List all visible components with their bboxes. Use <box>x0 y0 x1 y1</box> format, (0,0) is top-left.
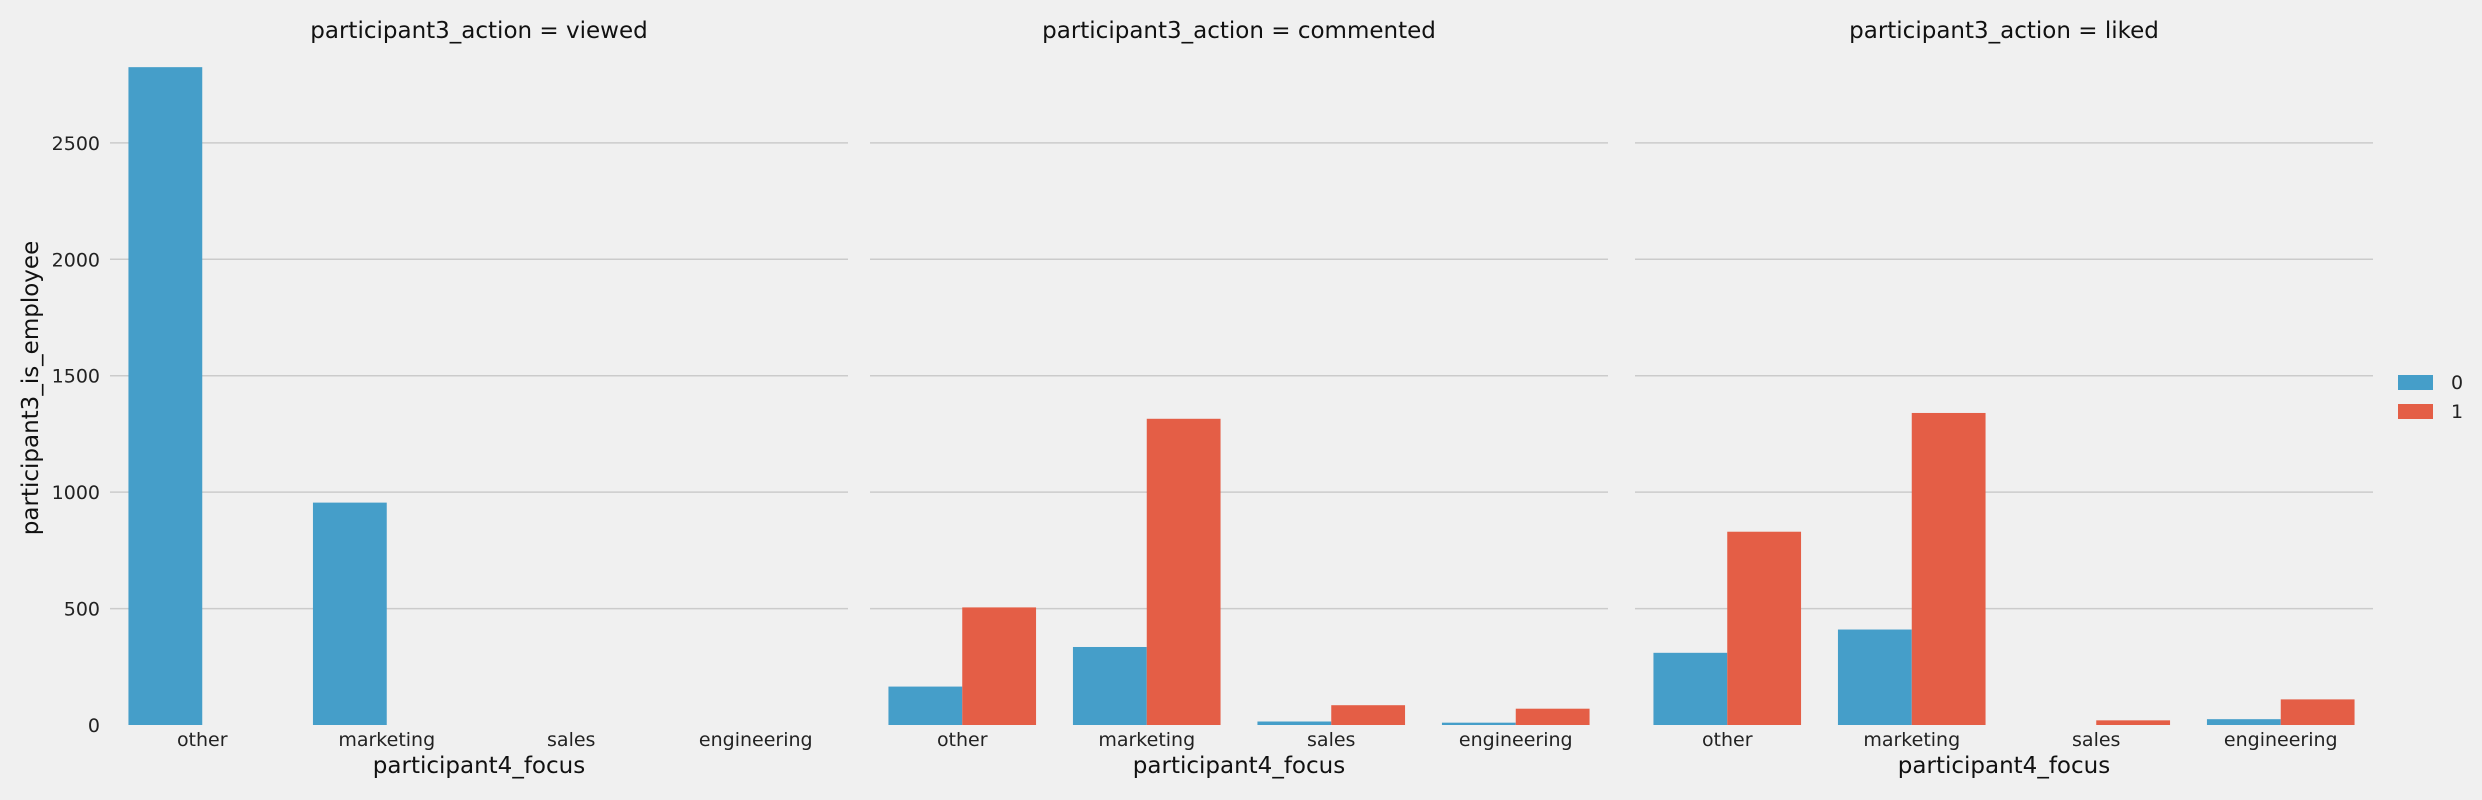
bar-marketing-series-0 <box>1837 629 1912 725</box>
bar-other-series-1 <box>1727 531 1802 725</box>
y-axis-label: participant3_is_employee <box>18 241 44 535</box>
x-tick-label: other <box>1702 729 1753 751</box>
bar-other-series-0 <box>1653 652 1728 725</box>
x-tick-label: engineering <box>699 729 813 751</box>
y-tick-label: 0 <box>88 715 100 737</box>
legend-swatch-1 <box>2398 404 2433 419</box>
legend-label-1: 1 <box>2451 401 2463 423</box>
panel-2: participant3_action = commented other mark… <box>870 18 1608 779</box>
x-tick-label: engineering <box>1459 729 1573 751</box>
x-axis-label: participant4_focus <box>1133 753 1345 779</box>
y-tick-label: 1500 <box>52 366 100 388</box>
bar-marketing-series-0 <box>1072 646 1147 725</box>
bar-other-series-0 <box>128 67 203 726</box>
x-axis-label: participant4_focus <box>373 753 585 779</box>
x-tick-label: other <box>937 729 988 751</box>
panel-3: participant3_action = liked other marketin… <box>1635 18 2373 779</box>
y-tick-label: 500 <box>64 599 100 621</box>
x-tick-label: sales <box>547 729 595 751</box>
bar-sales-series-1 <box>1331 705 1406 725</box>
x-tick-label: sales <box>1307 729 1355 751</box>
panel-1: 0 500 1000 1500 2000 2500 participant3_action … <box>52 18 848 779</box>
legend: 01 <box>2398 372 2463 423</box>
x-axis-label: participant4_focus <box>1898 753 2110 779</box>
y-tick-label: 2000 <box>52 249 100 271</box>
panel-title: participant3_action = viewed <box>310 18 647 44</box>
x-tick-label: marketing <box>1098 729 1195 751</box>
bar-other-series-0 <box>888 686 963 725</box>
bar-marketing-series-1 <box>1911 412 1986 725</box>
bar-sales-series-1 <box>2096 720 2171 725</box>
x-tick-label: marketing <box>338 729 435 751</box>
y-tick-label: 1000 <box>52 482 100 504</box>
bar-other-series-1 <box>962 607 1037 725</box>
bar-engineering-series-0 <box>1441 722 1516 725</box>
legend-label-0: 0 <box>2451 372 2463 394</box>
legend-swatch-0 <box>2398 375 2433 390</box>
x-tick-label: marketing <box>1863 729 1960 751</box>
panel-title: participant3_action = commented <box>1042 18 1436 44</box>
bar-engineering-series-1 <box>2280 699 2355 725</box>
bar-marketing-series-1 <box>1146 418 1221 725</box>
x-tick-label: engineering <box>2224 729 2338 751</box>
panels: 0 500 1000 1500 2000 2500 participant3_action … <box>52 18 2373 779</box>
bar-marketing-series-0 <box>312 502 387 725</box>
bar-engineering-series-1 <box>1515 708 1590 725</box>
x-tick-label: other <box>177 729 228 751</box>
bar-sales-series-0 <box>1257 721 1332 725</box>
bar-engineering-series-0 <box>2206 719 2281 725</box>
y-tick-label: 2500 <box>52 133 100 155</box>
x-tick-label: sales <box>2072 729 2120 751</box>
panel-title: participant3_action = liked <box>1849 18 2159 44</box>
